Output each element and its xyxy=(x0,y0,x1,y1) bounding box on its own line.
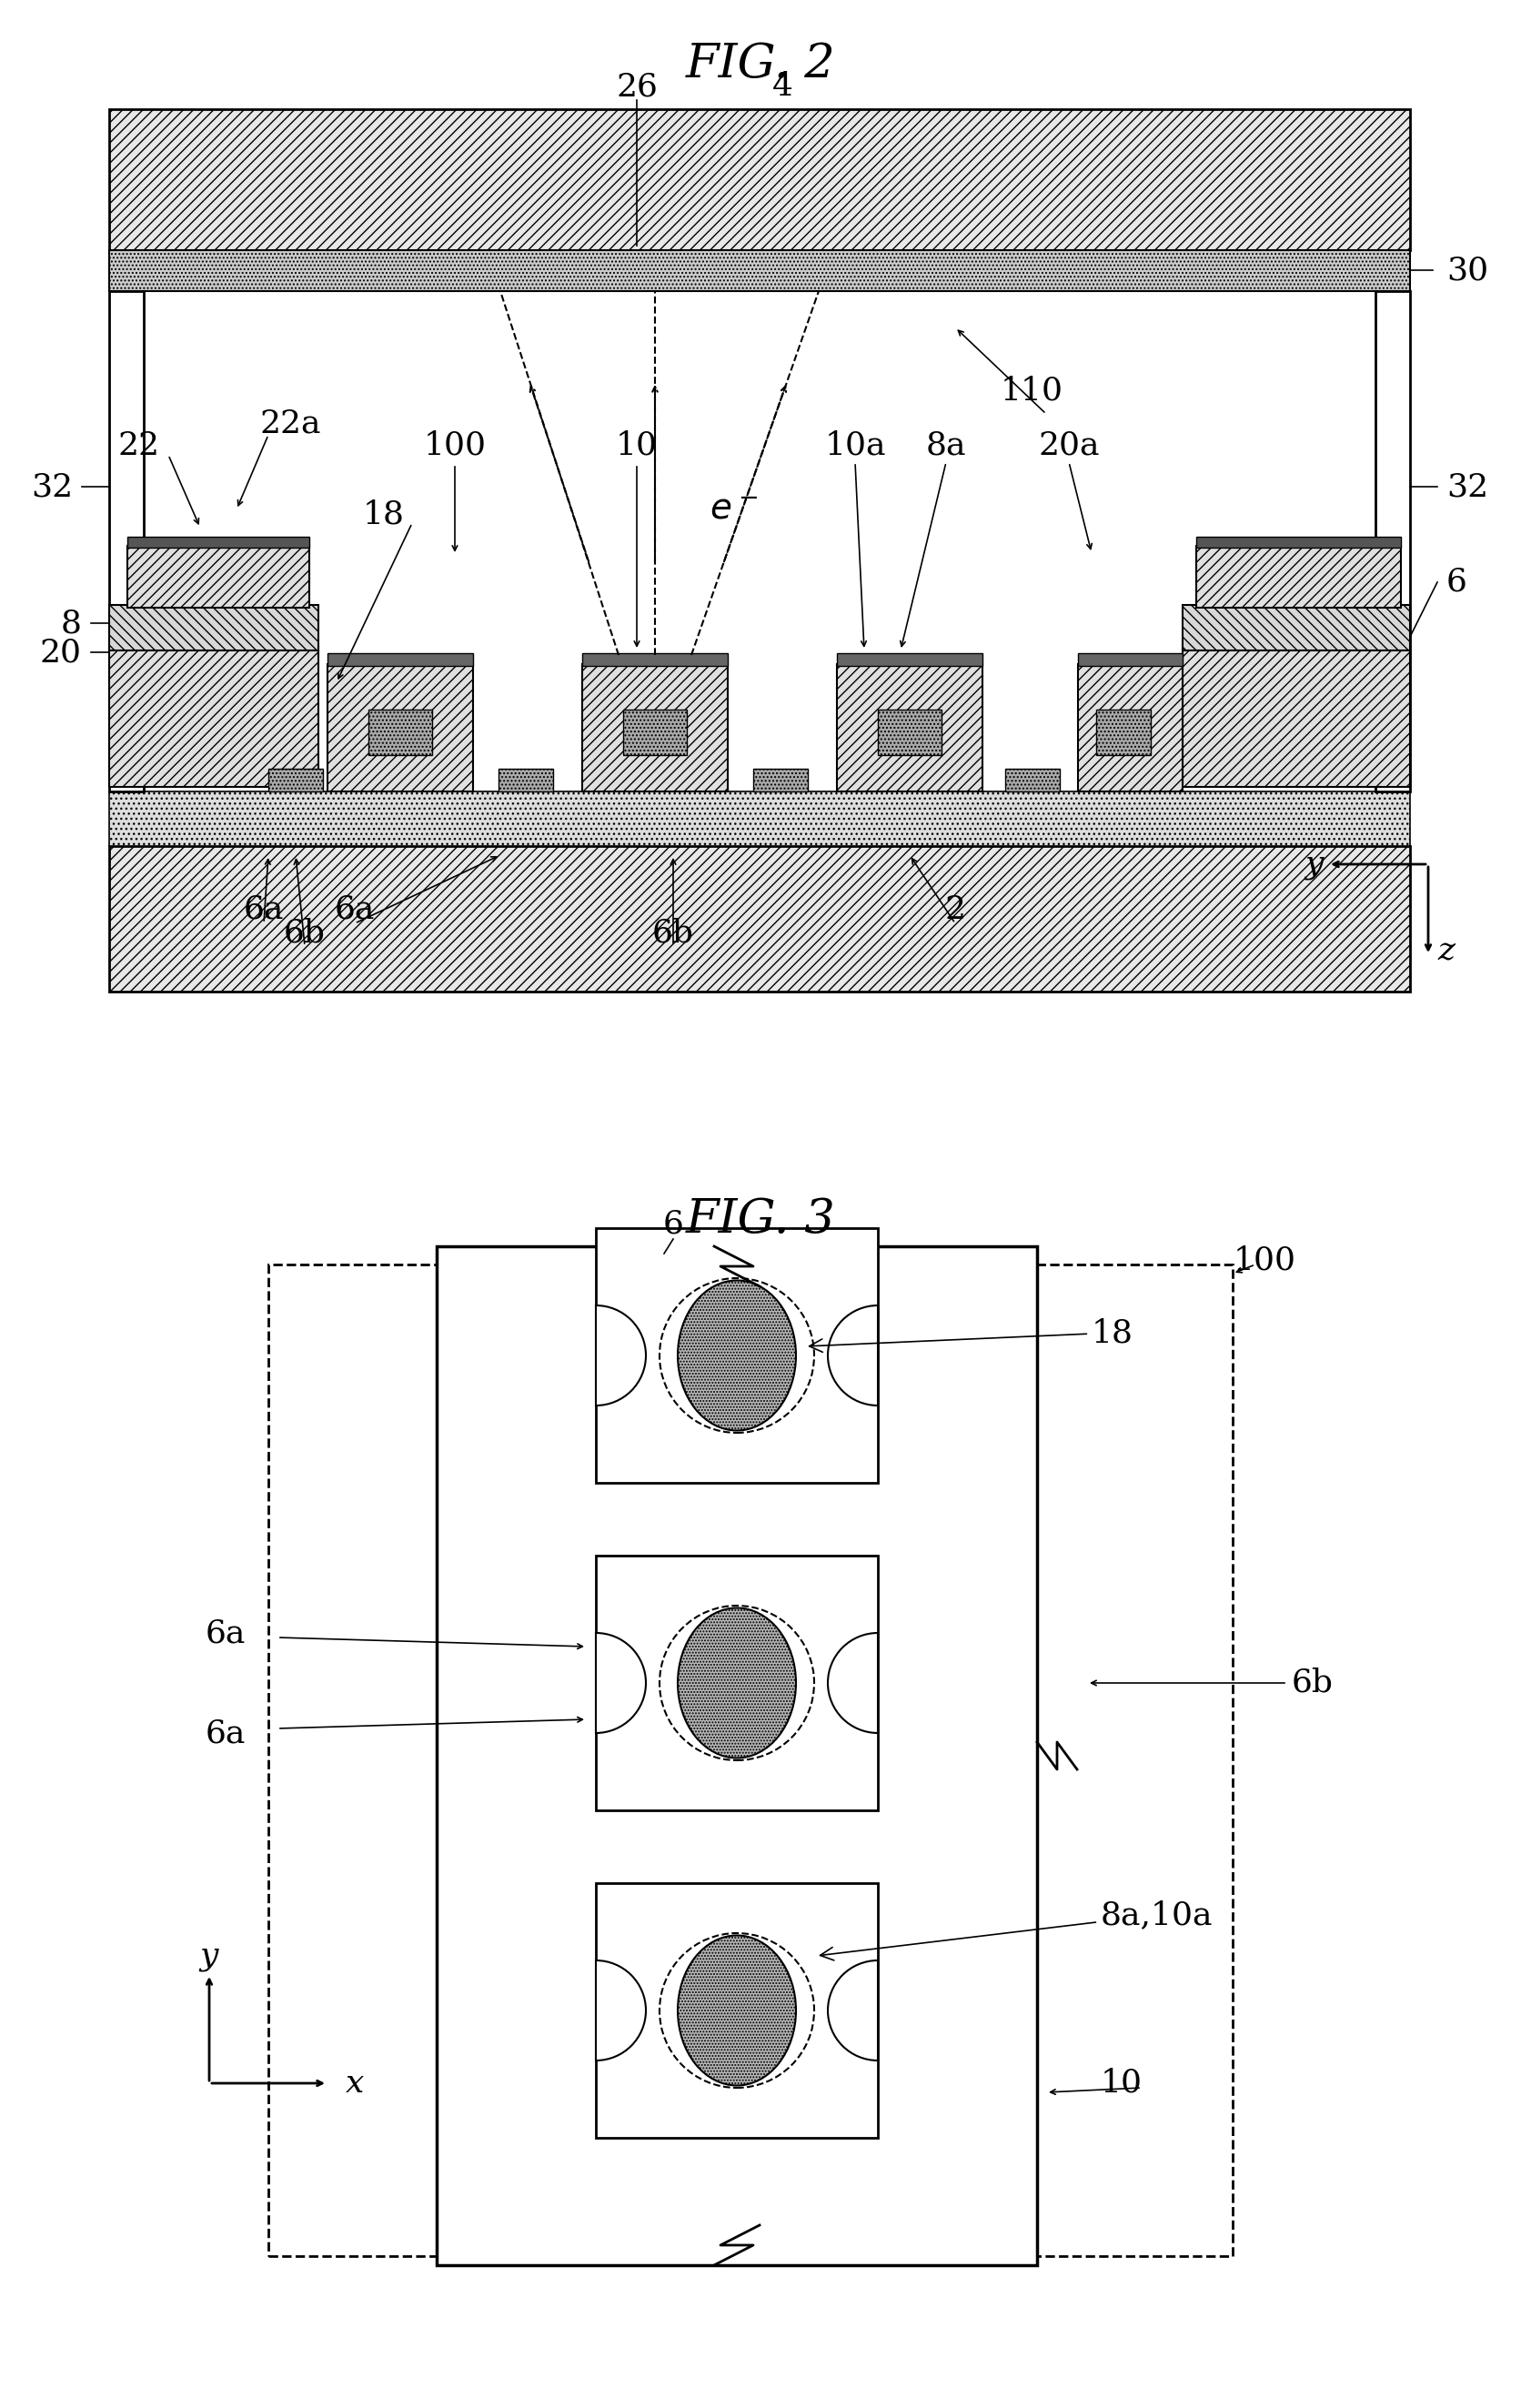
Bar xyxy=(1375,291,1410,792)
Text: 8: 8 xyxy=(61,607,82,638)
Bar xyxy=(327,665,473,792)
Ellipse shape xyxy=(678,1936,795,2085)
Bar xyxy=(1005,768,1060,792)
Bar xyxy=(596,1556,878,1811)
Bar xyxy=(368,710,432,756)
Bar xyxy=(110,250,1410,291)
Bar xyxy=(110,645,318,787)
Bar xyxy=(753,768,808,792)
Text: 4: 4 xyxy=(771,70,792,101)
Text: 22a: 22a xyxy=(259,407,321,438)
Text: 2: 2 xyxy=(945,893,966,925)
Wedge shape xyxy=(596,1633,646,1734)
Text: 22: 22 xyxy=(117,431,160,462)
Bar xyxy=(1183,604,1410,650)
Bar xyxy=(268,1264,1232,2256)
Text: 8a,10a: 8a,10a xyxy=(820,1900,1214,1960)
Wedge shape xyxy=(827,1960,878,2061)
Text: 6: 6 xyxy=(1446,566,1468,597)
Bar xyxy=(1097,710,1151,756)
Text: $e^-$: $e^-$ xyxy=(710,494,757,527)
Ellipse shape xyxy=(678,1609,795,1758)
Text: 6b: 6b xyxy=(653,917,694,949)
Bar xyxy=(1183,645,1410,787)
Text: 8a: 8a xyxy=(926,431,966,462)
Bar xyxy=(624,710,687,756)
Text: 6a: 6a xyxy=(243,893,284,925)
Bar xyxy=(110,108,1410,250)
Text: FIG. 3: FIG. 3 xyxy=(686,1197,835,1243)
Text: 18: 18 xyxy=(809,1317,1133,1353)
Text: 110: 110 xyxy=(1001,376,1063,407)
Text: 100: 100 xyxy=(423,431,487,462)
Text: 6a: 6a xyxy=(335,893,376,925)
Text: 6: 6 xyxy=(663,1209,683,1240)
Wedge shape xyxy=(827,1633,878,1734)
Bar xyxy=(837,653,983,667)
Bar xyxy=(583,653,727,667)
Bar xyxy=(110,845,1410,992)
Text: 6a: 6a xyxy=(205,1618,245,1649)
Text: 26: 26 xyxy=(616,70,657,101)
Bar xyxy=(110,291,143,792)
Bar xyxy=(878,710,941,756)
Text: 20: 20 xyxy=(40,636,82,667)
Bar xyxy=(596,1228,878,1483)
Bar xyxy=(1196,537,1401,547)
Text: 30: 30 xyxy=(1446,255,1489,287)
Bar xyxy=(499,768,554,792)
Text: 100: 100 xyxy=(1234,1245,1296,1276)
Text: x: x xyxy=(345,2068,364,2100)
Bar xyxy=(1196,547,1401,607)
Bar xyxy=(596,1883,878,2138)
Text: 32: 32 xyxy=(1446,472,1489,503)
Wedge shape xyxy=(827,1305,878,1406)
Text: 10: 10 xyxy=(1101,2068,1142,2100)
Text: 6a: 6a xyxy=(205,1717,245,1748)
Bar xyxy=(583,665,727,792)
Bar xyxy=(1078,665,1183,792)
Text: y: y xyxy=(199,1941,219,1972)
Text: 10a: 10a xyxy=(824,431,885,462)
Bar xyxy=(1078,653,1183,667)
Bar xyxy=(128,537,309,547)
Text: z: z xyxy=(1437,934,1456,966)
Bar xyxy=(128,547,309,607)
Text: 6b: 6b xyxy=(284,917,325,949)
Bar xyxy=(110,604,318,650)
Bar xyxy=(437,1247,1037,2266)
Text: 18: 18 xyxy=(364,498,405,530)
Text: 6b: 6b xyxy=(1291,1666,1334,1698)
Bar xyxy=(327,653,473,667)
Bar xyxy=(837,665,983,792)
Bar xyxy=(110,792,1410,845)
Text: 20a: 20a xyxy=(1039,431,1100,462)
Text: 32: 32 xyxy=(30,472,73,503)
Text: 10: 10 xyxy=(616,431,657,462)
Wedge shape xyxy=(596,1305,646,1406)
Ellipse shape xyxy=(678,1281,795,1430)
Text: FIG. 2: FIG. 2 xyxy=(686,41,835,87)
Bar xyxy=(268,768,322,792)
Text: y: y xyxy=(1305,848,1323,879)
Wedge shape xyxy=(596,1960,646,2061)
